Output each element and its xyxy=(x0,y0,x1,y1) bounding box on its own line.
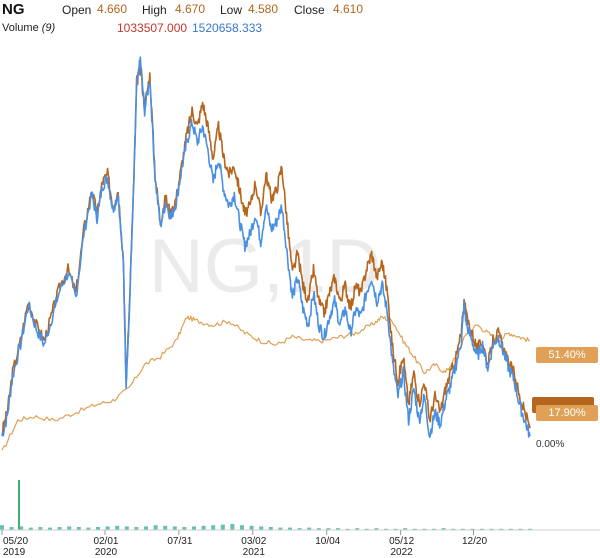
zero-percent-label: 0.00% xyxy=(536,439,565,450)
volume-bar xyxy=(220,524,225,530)
badge-upper: 51.40% xyxy=(536,347,598,363)
volume-bar xyxy=(211,525,216,530)
price-lines xyxy=(1,56,531,451)
volume-bar xyxy=(19,526,24,530)
volume-bar xyxy=(384,528,388,530)
low-value: 4.580 xyxy=(248,2,279,16)
compare-series-line xyxy=(1,315,531,451)
volume-bar xyxy=(441,528,446,530)
volume-bar xyxy=(518,528,523,530)
price-series-line-high xyxy=(1,56,531,439)
chart-header: NG Open 4.660 High 4.670 Low 4.580 Close… xyxy=(0,0,600,40)
high-label: High xyxy=(142,3,167,17)
volume-spike-bar xyxy=(18,480,20,530)
volume-bar xyxy=(96,527,100,530)
volume-bars xyxy=(0,480,532,530)
volume-bar xyxy=(412,528,417,530)
symbol-label: NG xyxy=(2,1,25,18)
volume-bar xyxy=(86,527,91,530)
volume-bar xyxy=(259,526,264,530)
volume-bar xyxy=(144,526,148,530)
volume-bar xyxy=(240,525,244,530)
volume-bar xyxy=(38,527,43,530)
x-tick-label: 10/04 xyxy=(315,536,340,547)
volume-bar xyxy=(278,527,283,530)
volume-bar xyxy=(403,528,408,530)
volume-bar xyxy=(0,525,4,530)
open-label: Open xyxy=(62,3,92,17)
volume-bar xyxy=(124,526,129,530)
x-tick-year-label: 2021 xyxy=(243,547,266,558)
volume-bar xyxy=(499,528,504,530)
volume-label: Volume (9) xyxy=(2,22,56,34)
volume-bar xyxy=(355,528,360,530)
volume-bar xyxy=(57,527,62,530)
x-tick-label: 03/02 xyxy=(241,536,266,547)
close-label: Close xyxy=(294,3,325,17)
volume-bar xyxy=(345,528,350,530)
volume-bar xyxy=(422,528,427,530)
volume-bar xyxy=(393,528,398,530)
x-tick-year-label: 2022 xyxy=(391,547,414,558)
volume-bar xyxy=(48,527,52,530)
x-tick-label: 05/20 xyxy=(3,536,28,547)
volume-period: (9) xyxy=(41,22,56,34)
x-tick-label: 07/31 xyxy=(167,536,192,547)
volume-bar xyxy=(528,528,532,530)
volume-bar xyxy=(182,527,187,530)
volume-bar xyxy=(489,528,494,530)
volume-bar xyxy=(76,527,81,530)
volume-bar xyxy=(105,526,110,530)
volume-bar xyxy=(249,525,254,530)
volume-bar xyxy=(153,525,158,530)
x-tick-label: 02/01 xyxy=(93,536,118,547)
volume-bar xyxy=(134,527,139,530)
volume-bar xyxy=(28,527,33,530)
volume-bar xyxy=(172,526,177,530)
volume-bar xyxy=(297,528,302,530)
volume-bar xyxy=(268,527,273,530)
volume-bar xyxy=(508,528,513,530)
volume-value-2: 1520658.333 xyxy=(192,21,263,35)
x-tick-label: 12/20 xyxy=(462,536,487,547)
x-tick-year-label: 2019 xyxy=(3,547,26,558)
volume-bar xyxy=(67,526,72,530)
volume-bar xyxy=(374,528,379,530)
volume-bar xyxy=(288,527,292,530)
volume-value-1: 1033507.000 xyxy=(117,21,188,35)
volume-bar xyxy=(307,527,312,530)
volume-bar xyxy=(470,528,475,530)
volume-bar xyxy=(432,528,436,530)
volume-bar xyxy=(480,528,484,530)
volume-bar xyxy=(460,528,465,530)
volume-bar xyxy=(364,528,369,530)
volume-bar xyxy=(192,526,196,530)
volume-bar xyxy=(230,524,235,530)
volume-bar xyxy=(326,528,331,530)
volume-bar xyxy=(115,525,120,530)
high-value: 4.670 xyxy=(175,2,206,16)
x-tick-year-label: 2020 xyxy=(95,547,118,558)
close-value: 4.610 xyxy=(333,2,364,16)
volume-bar xyxy=(163,525,168,530)
volume-bar xyxy=(201,525,206,530)
volume-bar xyxy=(9,527,14,530)
low-label: Low xyxy=(220,3,243,17)
badge-lower: 17.90% xyxy=(536,405,598,421)
volume-bar xyxy=(336,528,340,530)
volume-bar xyxy=(451,528,456,530)
open-value: 4.660 xyxy=(97,2,128,16)
x-tick-label: 05/12 xyxy=(389,536,414,547)
volume-bar xyxy=(316,528,321,530)
